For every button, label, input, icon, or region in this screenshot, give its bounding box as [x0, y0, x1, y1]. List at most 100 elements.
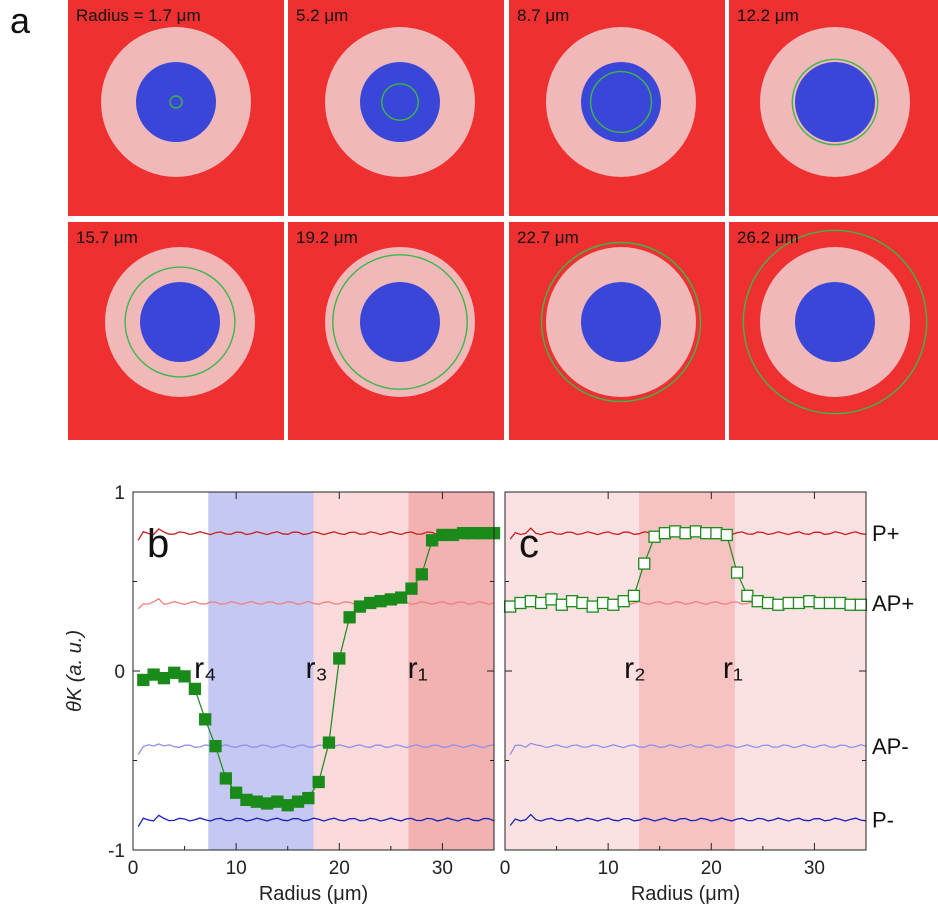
data-point: [240, 793, 253, 807]
data-point: [607, 598, 620, 611]
data-point: [534, 596, 548, 610]
kerr-image: [729, 222, 938, 440]
region-band: [313, 492, 409, 850]
x-tick-label: 30: [432, 858, 453, 879]
measurement-circle: [589, 70, 653, 134]
measurement-circle: [332, 254, 468, 390]
data-point: [803, 595, 816, 608]
data-point: [813, 596, 826, 610]
tile-radius-label: 5.2 μm: [296, 6, 349, 25]
x-tick-label: 20: [329, 858, 350, 879]
data-point: [291, 795, 305, 808]
image-tile: 15.7 μm: [68, 222, 284, 440]
kerr-image: [288, 0, 504, 216]
data-point: [322, 736, 336, 749]
tile-radius-label: 26.2 μm: [737, 228, 799, 247]
reference-curve: [509, 813, 867, 826]
data-point: [436, 528, 449, 542]
data-point: [467, 527, 480, 540]
data-point: [772, 598, 785, 611]
radius-annotation: r₃: [305, 652, 327, 685]
measurement-circle: [381, 83, 419, 121]
y-tick-label: 0: [114, 662, 125, 683]
tile-radius-label: 8.7 μm: [517, 6, 570, 25]
data-point: [761, 596, 775, 610]
data-point: [576, 596, 589, 610]
data-point: [395, 591, 408, 604]
image-tile: 22.7 μm: [509, 222, 725, 440]
reference-curve: [137, 597, 495, 610]
tile-radius-label: 22.7 μm: [517, 228, 579, 247]
data-point: [260, 797, 274, 810]
data-point: [415, 568, 428, 581]
image-tile: 19.2 μm: [288, 222, 504, 440]
tile-radius-label: Radius = 1.7 μm: [76, 6, 201, 25]
data-point: [730, 566, 744, 579]
measurement-circle: [540, 241, 702, 403]
data-point: [792, 596, 806, 610]
data-point: [209, 740, 222, 753]
reference-curve: [137, 743, 495, 755]
y-tick-label: -1: [108, 841, 125, 862]
data-point: [281, 799, 294, 812]
image-tile: 12.2 μm: [729, 0, 938, 216]
data-point: [555, 598, 568, 611]
x-tick-label: 0: [128, 858, 139, 879]
x-tick-label: 20: [701, 858, 722, 879]
data-point: [137, 673, 150, 687]
data-point: [627, 589, 641, 602]
data-point: [720, 528, 733, 542]
region-band: [735, 492, 866, 850]
data-point: [658, 527, 672, 540]
data-point: [741, 589, 754, 602]
kerr-image: [68, 222, 284, 440]
tile-radius-label: 12.2 μm: [737, 6, 799, 25]
data-point: [545, 593, 558, 606]
data-point: [648, 530, 661, 543]
x-axis-label: Radius (μm): [259, 883, 368, 905]
panel-a-letter: a: [10, 0, 31, 41]
tile-radius-label: 19.2 μm: [296, 228, 358, 247]
tile-radius-label: 15.7 μm: [76, 228, 138, 247]
data-point: [353, 600, 367, 613]
data-point: [168, 666, 181, 679]
kerr-image: [68, 0, 284, 216]
panel-letter: c: [519, 522, 539, 566]
panel-a-image-grid: Radius = 1.7 μm 5.2 μm 8.7 μm 12.2 μm 15…: [68, 0, 938, 440]
y-tick-label: 1: [114, 483, 125, 504]
data-point: [312, 775, 325, 789]
data-point: [157, 672, 171, 685]
data-point: [596, 596, 610, 610]
reference-label: AP-: [872, 734, 909, 759]
data-point: [679, 527, 692, 540]
data-point: [638, 557, 651, 570]
data-point: [364, 596, 377, 610]
x-tick-label: 10: [226, 858, 247, 879]
x-tick-label: 30: [804, 858, 825, 879]
panel-letter: b: [147, 522, 169, 566]
data-point: [504, 600, 517, 613]
data-point: [586, 600, 599, 613]
data-point: [384, 593, 398, 606]
data-point: [751, 595, 764, 608]
data-point: [823, 596, 837, 610]
data-point: [699, 527, 713, 540]
image-tile: Radius = 1.7 μm: [68, 0, 284, 216]
radius-annotation: r₁: [723, 652, 743, 685]
x-axis-label: Radius (μm): [631, 883, 740, 905]
data-point: [446, 528, 459, 542]
data-point: [343, 611, 356, 624]
reference-label: AP+: [872, 591, 914, 616]
reference-curve: [137, 528, 495, 541]
reference-label: P+: [872, 521, 900, 546]
data-point: [710, 527, 723, 540]
kerr-image: [509, 222, 725, 440]
data-point: [188, 682, 202, 696]
reference-curve: [509, 742, 867, 755]
data-point: [565, 595, 579, 608]
region-band: [208, 492, 314, 850]
data-point: [524, 595, 537, 608]
data-point: [199, 713, 212, 726]
kerr-image: [288, 222, 504, 440]
